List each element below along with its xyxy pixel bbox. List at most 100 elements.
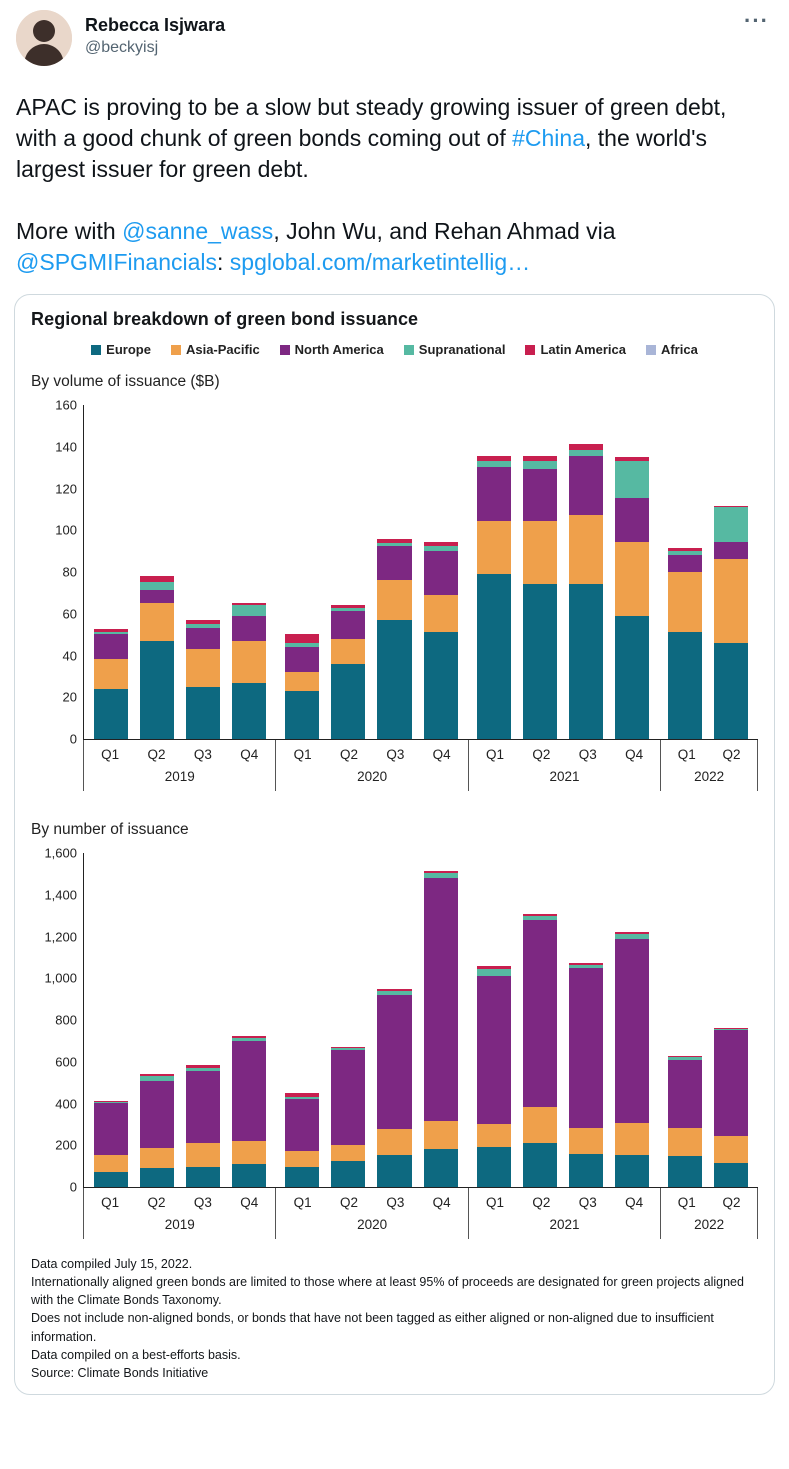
bar-segment-north-america	[93, 634, 129, 660]
bar-segment-latin-america	[285, 634, 320, 643]
article-link[interactable]: spglobal.com/marketintellig…	[229, 249, 531, 275]
legend-label: Asia-Pacific	[185, 342, 260, 357]
stacked-bar	[476, 966, 511, 1187]
legend-item: Africa	[645, 342, 698, 357]
text-segment: APAC is proving to be a slow but steady …	[16, 94, 727, 151]
bar-segment-europe	[285, 1167, 320, 1187]
bar-column	[180, 853, 226, 1187]
bar-segment-europe	[713, 1162, 748, 1187]
bar-segment-europe	[186, 686, 221, 739]
bar-segment-europe	[423, 1149, 458, 1187]
bar-segment-asia-pacific	[331, 1145, 366, 1161]
bar-segment-latin-america	[614, 931, 649, 934]
bar-segment-latin-america	[476, 456, 511, 461]
bar-segment-asia-pacific	[667, 1128, 702, 1156]
bar-segment-supranational	[331, 1047, 366, 1050]
bar-column	[279, 405, 325, 739]
bar-segment-latin-america	[568, 443, 603, 451]
x-axis-quarter-label: Q1	[101, 1195, 120, 1210]
year-group-bars	[468, 853, 659, 1187]
plot-area: 0 20 40 60 80 100 120 140 160	[55, 398, 758, 747]
quarter-labels-row: Q1 Q2 Q3 Q4	[276, 740, 467, 764]
bar-segment-north-america	[568, 968, 603, 1129]
bar-segment-latin-america	[713, 505, 748, 507]
bar-column	[88, 853, 134, 1187]
bar-segment-north-america	[476, 466, 511, 522]
bar-segment-latin-america	[423, 542, 458, 547]
bar-segment-latin-america	[186, 619, 221, 624]
bar-segment-north-america	[423, 878, 458, 1122]
bar-segment-europe	[713, 642, 748, 739]
bar-column	[134, 853, 180, 1187]
y-axis-tick-label: 160	[55, 397, 77, 413]
bar-column	[180, 405, 226, 739]
bar-segment-supranational	[713, 1029, 748, 1031]
author-block: Rebecca Isjwara @beckyisj	[85, 10, 225, 57]
x-axis-quarter-label: Q1	[293, 747, 312, 762]
stacked-bar	[614, 931, 649, 1187]
y-axis-tick-label: 0	[69, 731, 77, 747]
footnote-line: Data compiled on a best-efforts basis.	[31, 1347, 241, 1362]
bar-column	[563, 853, 609, 1187]
legend-item: Supranational	[403, 342, 505, 357]
y-axis-tick-label: 120	[55, 481, 77, 496]
legend-item: North America	[279, 342, 384, 357]
year-group-labels: Q1 Q2 Q3 Q4 2021	[469, 1188, 662, 1239]
bars-area	[84, 853, 758, 1187]
bar-segment-asia-pacific	[377, 579, 412, 620]
x-axis-quarter-label: Q4	[240, 1195, 259, 1210]
year-group-labels: Q1 Q2 Q3 Q4 2021	[469, 740, 662, 791]
hashtag-china[interactable]: #China	[512, 125, 585, 151]
quarter-labels-row: Q1 Q2	[661, 740, 757, 764]
mention-sanne-wass[interactable]: @sanne_wass	[122, 218, 274, 244]
mention-spgmifinancials[interactable]: @SPGMIFinancials	[16, 249, 218, 275]
bar-segment-supranational	[423, 546, 458, 551]
quarter-labels-row: Q1 Q2 Q3 Q4	[276, 1188, 467, 1212]
bar-column	[609, 853, 655, 1187]
bar-segment-latin-america	[93, 629, 129, 633]
bar-segment-latin-america	[522, 456, 557, 461]
author-name[interactable]: Rebecca Isjwara	[85, 15, 226, 35]
bar-segment-supranational	[476, 969, 511, 976]
bar-column	[226, 405, 272, 739]
author-handle: @beckyisj	[85, 39, 159, 56]
bar-segment-europe	[476, 1147, 511, 1187]
bar-segment-latin-america	[377, 989, 412, 992]
year-group-labels: Q1 Q2 2022	[661, 740, 758, 791]
x-axis-year-label: 2022	[694, 1217, 725, 1232]
bar-column	[418, 405, 464, 739]
bar-segment-asia-pacific	[713, 1135, 748, 1163]
bar-segment-europe	[568, 584, 603, 739]
bar-segment-latin-america	[423, 870, 458, 873]
bar-segment-asia-pacific	[285, 1151, 320, 1168]
y-axis-tick-label: 1,400	[44, 887, 77, 903]
bar-segment-europe	[377, 1154, 412, 1187]
bar-segment-europe	[614, 1154, 649, 1187]
bar-segment-asia-pacific	[186, 1143, 221, 1168]
bar-segment-latin-america	[667, 1056, 702, 1058]
bar-segment-supranational	[614, 460, 649, 499]
text-segment: , John Wu, and Rehan Ahmad via	[273, 218, 616, 244]
stacked-bar	[186, 619, 221, 739]
bar-segment-supranational	[331, 608, 366, 612]
legend-swatch	[170, 344, 181, 355]
bar-segment-asia-pacific	[614, 1123, 649, 1155]
more-button[interactable]: ···	[744, 8, 769, 33]
bar-segment-europe	[331, 1160, 366, 1187]
bar-segment-north-america	[667, 554, 702, 572]
bar-segment-europe	[423, 632, 458, 739]
bar-segment-supranational	[186, 623, 221, 629]
year-group-labels: Q1 Q2 2022	[661, 1188, 758, 1239]
year-group-labels: Q1 Q2 Q3 Q4 2019	[83, 740, 277, 791]
stacked-bar	[568, 963, 603, 1187]
x-axis-year-label: 2021	[549, 769, 580, 784]
bars-area	[84, 405, 758, 739]
x-axis-quarter-label: Q2	[339, 1195, 358, 1210]
bar-segment-supranational	[476, 460, 511, 467]
stacked-bar	[377, 989, 412, 1187]
count-chart: By number of issuance 0 200 400 600 800 1,000 1…	[31, 821, 758, 1239]
bar-segment-latin-america	[186, 1065, 221, 1068]
chart-card[interactable]: Regional breakdown of green bond issuanc…	[14, 294, 775, 1395]
bar-segment-latin-america	[476, 966, 511, 970]
avatar[interactable]	[16, 10, 72, 66]
